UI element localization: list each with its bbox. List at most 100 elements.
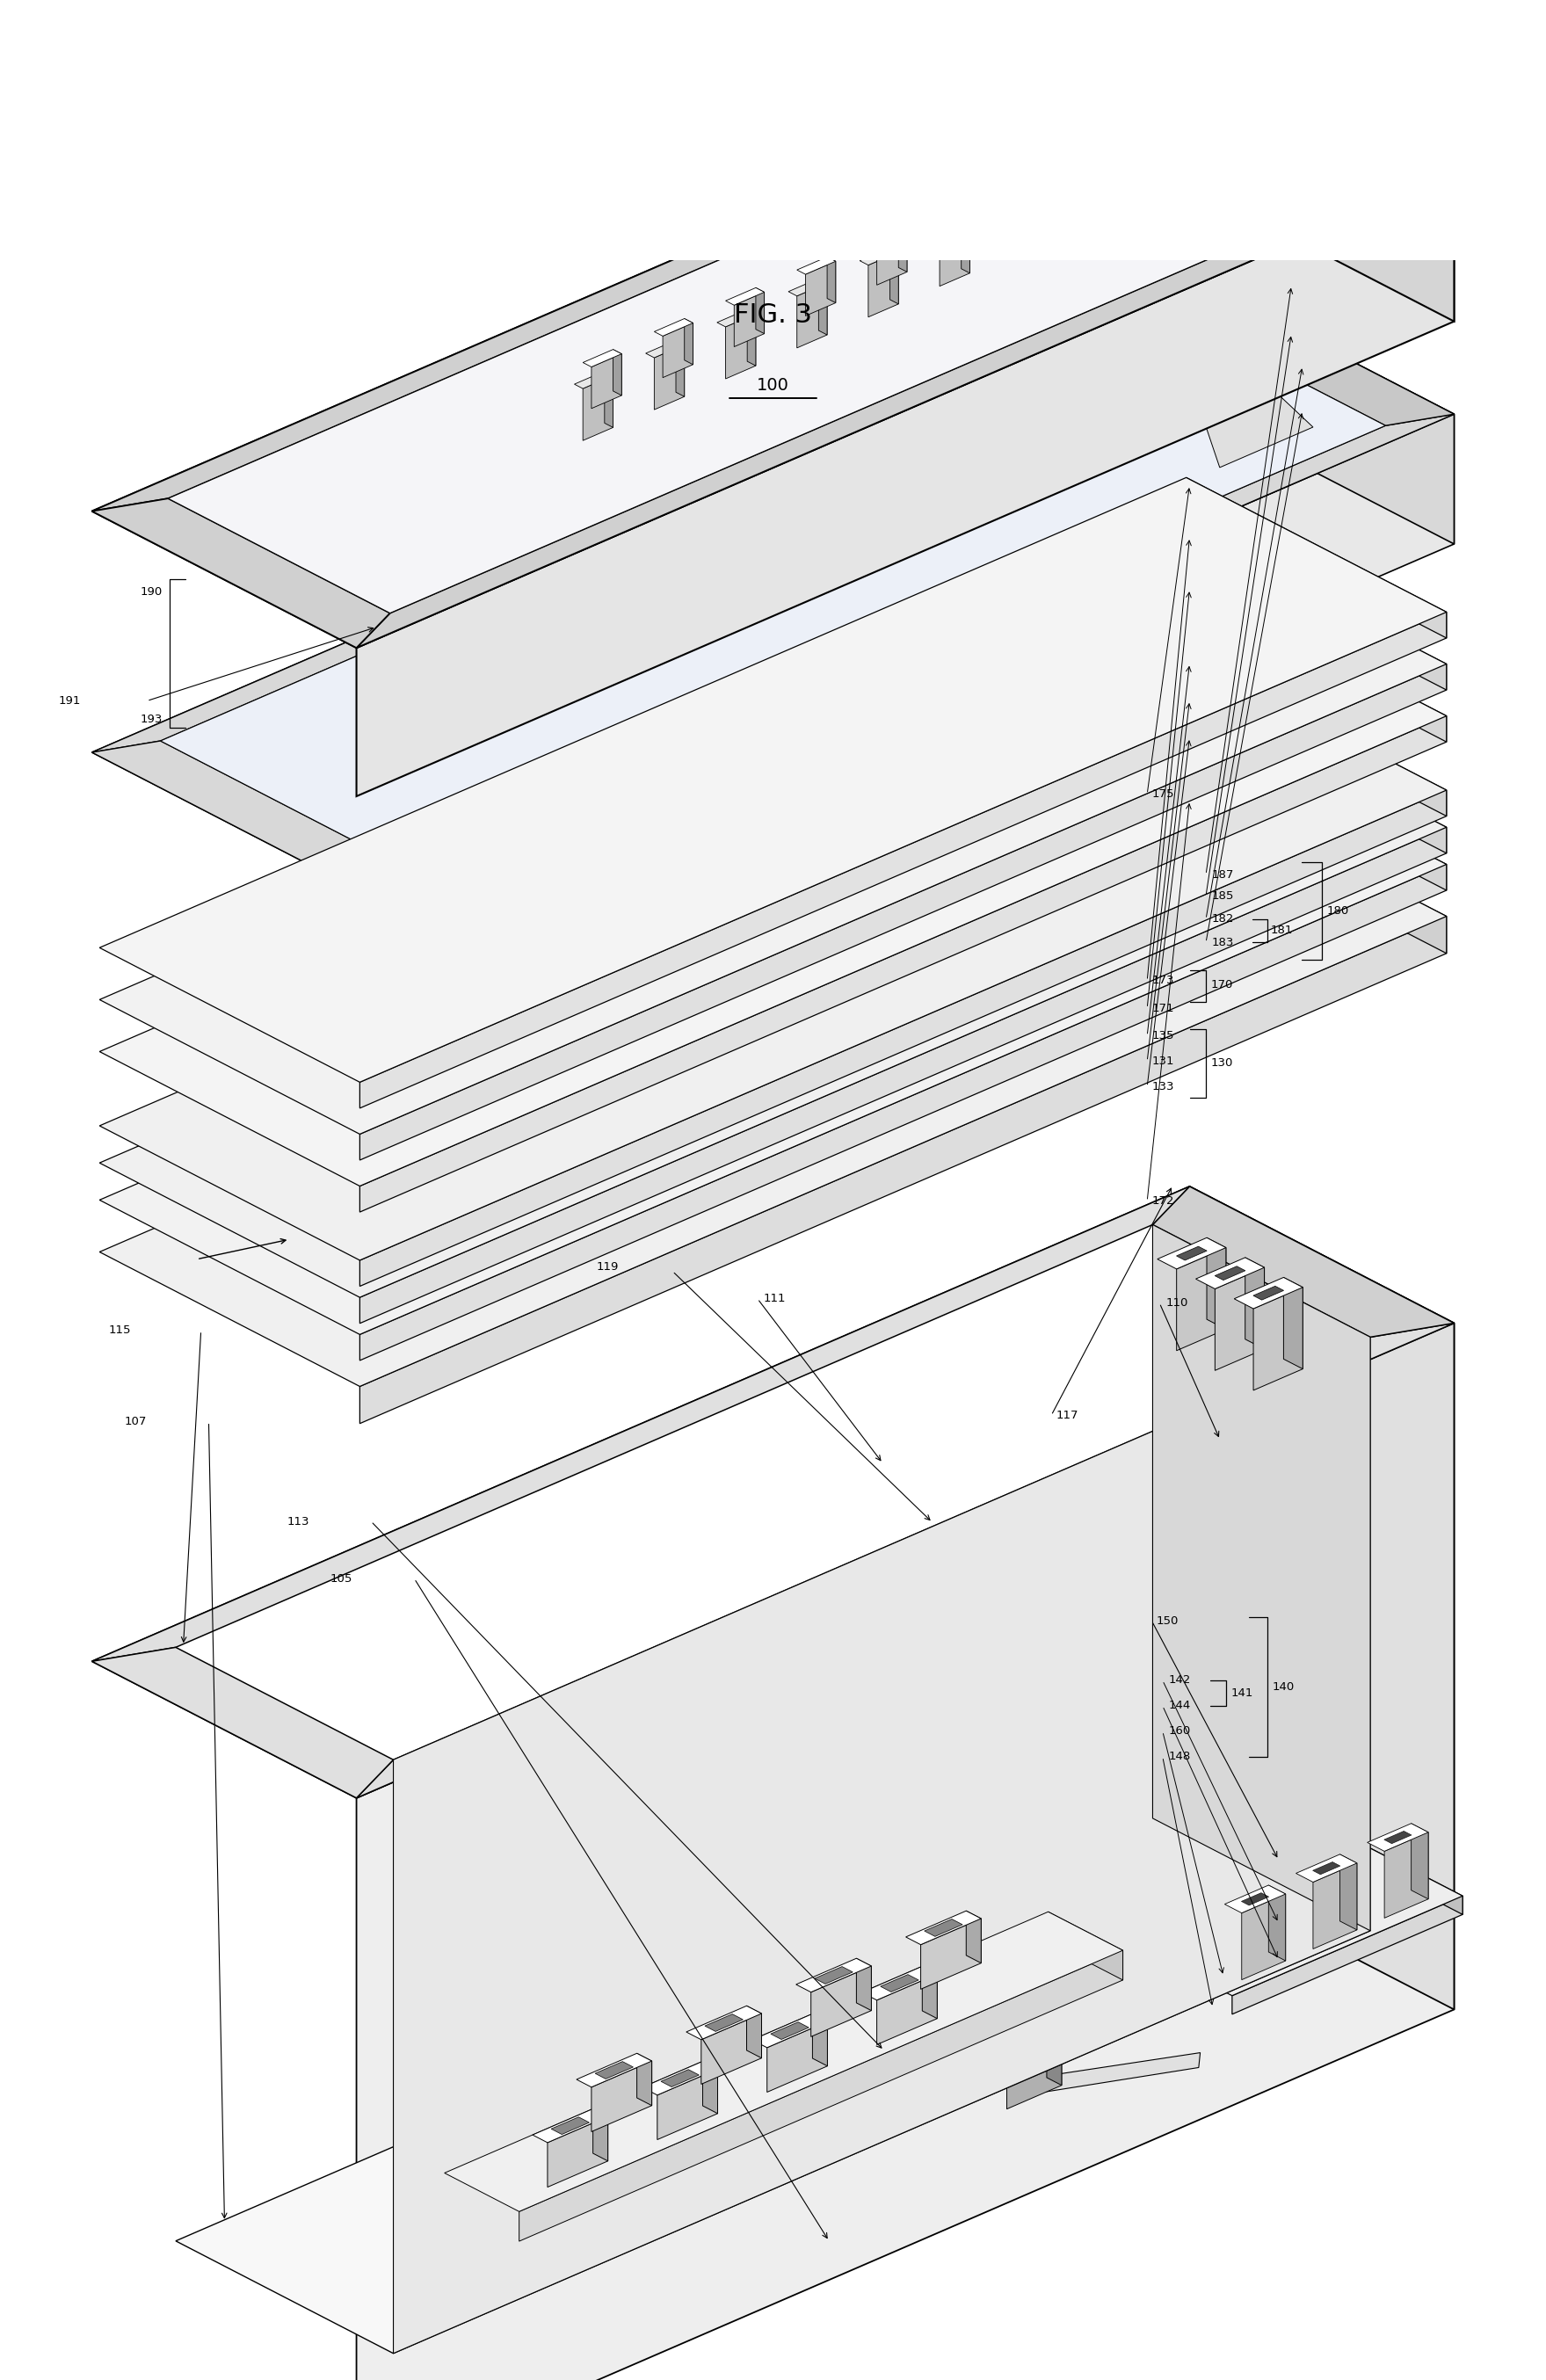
Polygon shape: [717, 309, 756, 326]
Polygon shape: [1189, 36, 1455, 321]
Polygon shape: [357, 414, 1455, 890]
Polygon shape: [747, 309, 756, 367]
Polygon shape: [583, 376, 614, 440]
Polygon shape: [393, 1338, 1370, 2354]
Polygon shape: [357, 174, 1455, 797]
Text: 113: 113: [288, 1516, 309, 1528]
Polygon shape: [1277, 267, 1306, 312]
Text: 193: 193: [141, 714, 162, 726]
Text: 172: 172: [1152, 1195, 1173, 1207]
Polygon shape: [91, 1647, 393, 1797]
Polygon shape: [1285, 0, 1339, 2]
Text: 181: 181: [1271, 923, 1292, 935]
Polygon shape: [646, 340, 685, 357]
Polygon shape: [604, 371, 614, 428]
Text: 185: 185: [1212, 890, 1234, 902]
Polygon shape: [703, 2061, 717, 2113]
Polygon shape: [1130, 1842, 1463, 1997]
Polygon shape: [1207, 1238, 1226, 1330]
Polygon shape: [1232, 1897, 1463, 2013]
Polygon shape: [702, 2013, 762, 2085]
Text: 115: 115: [110, 1326, 131, 1335]
Polygon shape: [1360, 1842, 1463, 1914]
Polygon shape: [725, 288, 764, 305]
Polygon shape: [654, 319, 693, 336]
Polygon shape: [898, 226, 908, 271]
Polygon shape: [676, 340, 685, 397]
Polygon shape: [1296, 1854, 1357, 1883]
Polygon shape: [360, 716, 1447, 1211]
Polygon shape: [1367, 1823, 1429, 1852]
Polygon shape: [686, 2006, 762, 2040]
Polygon shape: [532, 2109, 608, 2142]
Text: 110: 110: [1166, 1297, 1187, 1309]
Text: 142: 142: [1169, 1676, 1190, 1685]
Polygon shape: [1178, 314, 1306, 374]
Polygon shape: [1277, 314, 1306, 359]
Polygon shape: [1254, 1285, 1283, 1299]
Polygon shape: [357, 1323, 1455, 2380]
Text: FIG. 3: FIG. 3: [734, 302, 812, 328]
Polygon shape: [1160, 278, 1455, 426]
Polygon shape: [637, 2054, 652, 2106]
Polygon shape: [360, 790, 1447, 1285]
Polygon shape: [1020, 2052, 1200, 2097]
Polygon shape: [91, 497, 390, 647]
Polygon shape: [99, 581, 1447, 1185]
Polygon shape: [519, 1949, 1122, 2242]
Text: 133: 133: [1152, 1081, 1173, 1092]
Polygon shape: [662, 2071, 699, 2087]
Polygon shape: [1186, 781, 1447, 954]
Polygon shape: [1384, 1833, 1429, 1918]
Polygon shape: [1207, 331, 1306, 402]
Text: 100: 100: [758, 376, 788, 393]
Polygon shape: [685, 319, 693, 364]
Polygon shape: [592, 2061, 652, 2132]
Polygon shape: [552, 2116, 589, 2135]
Polygon shape: [962, 217, 969, 274]
Text: 119: 119: [597, 1261, 618, 1273]
Polygon shape: [360, 864, 1447, 1361]
Polygon shape: [99, 731, 1447, 1335]
Polygon shape: [869, 252, 898, 317]
Polygon shape: [1186, 581, 1447, 743]
Polygon shape: [1204, 393, 1313, 466]
Polygon shape: [771, 2023, 809, 2040]
Polygon shape: [614, 350, 621, 395]
Polygon shape: [921, 1918, 982, 1990]
Polygon shape: [1186, 731, 1447, 890]
Polygon shape: [1186, 654, 1447, 816]
Polygon shape: [877, 231, 908, 286]
Polygon shape: [931, 217, 969, 233]
Text: 182: 182: [1212, 914, 1234, 926]
Polygon shape: [357, 174, 1455, 647]
Polygon shape: [654, 345, 685, 409]
Polygon shape: [357, 414, 1455, 1019]
Polygon shape: [788, 278, 827, 295]
Text: 180: 180: [1326, 904, 1348, 916]
Polygon shape: [923, 1966, 937, 2018]
Text: 183: 183: [1212, 938, 1234, 947]
Text: 135: 135: [1152, 1031, 1173, 1042]
Polygon shape: [99, 781, 1447, 1388]
Polygon shape: [169, 71, 1377, 614]
Polygon shape: [99, 528, 1447, 1135]
Polygon shape: [860, 248, 898, 264]
Text: 107: 107: [125, 1416, 147, 1428]
Polygon shape: [1048, 1911, 1122, 1980]
Text: 144: 144: [1169, 1699, 1190, 1711]
Text: 191: 191: [59, 695, 80, 707]
Polygon shape: [1241, 1892, 1269, 1906]
Text: 111: 111: [764, 1292, 785, 1304]
Polygon shape: [1195, 1257, 1265, 1290]
Text: 173: 173: [1152, 976, 1173, 985]
Polygon shape: [1156, 36, 1455, 186]
Text: 170: 170: [1211, 978, 1232, 990]
Polygon shape: [856, 1959, 872, 2011]
Polygon shape: [1234, 1278, 1303, 1309]
Polygon shape: [547, 2116, 608, 2187]
Polygon shape: [796, 1959, 872, 1992]
Polygon shape: [1241, 1894, 1286, 1980]
Polygon shape: [99, 478, 1447, 1083]
Polygon shape: [805, 262, 836, 317]
